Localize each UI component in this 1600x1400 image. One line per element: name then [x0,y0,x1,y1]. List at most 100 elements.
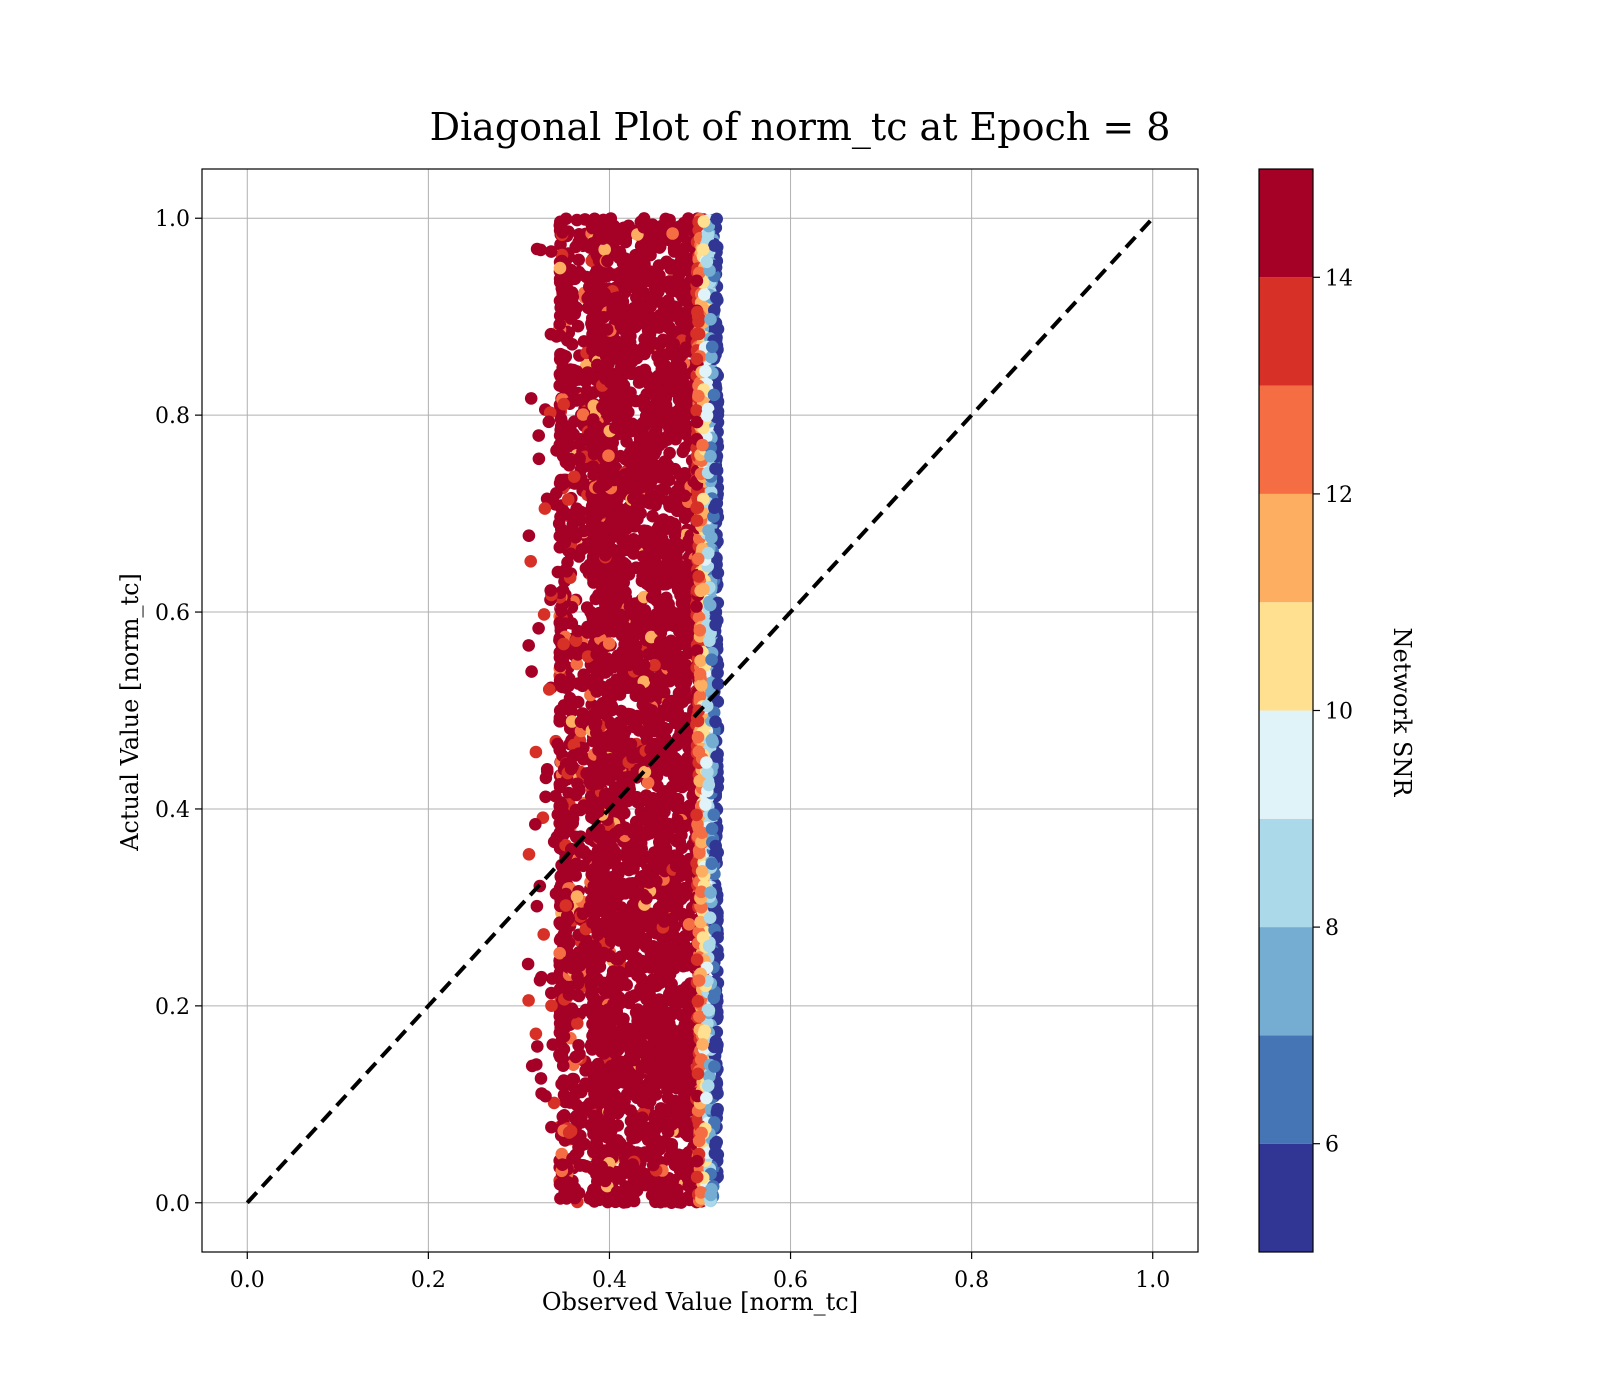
scatter-point [554,659,567,673]
scatter-point [663,446,676,460]
scatter-point [620,822,634,836]
scatter-point [670,834,683,848]
scatter-point [624,948,637,962]
scatter-point [560,565,574,578]
scatter-point [640,1051,654,1065]
scatter-point [604,615,617,629]
scatter-point [645,323,658,337]
scatter-point [627,312,641,325]
scatter-point [572,454,586,467]
scatter-point [610,1054,624,1068]
scatter-point [601,439,614,452]
scatter-point [563,956,577,970]
scatter-point [657,360,671,374]
scatter-point [587,468,600,482]
scatter-point [644,312,657,326]
scatter-point [650,858,663,871]
scatter-point [679,1126,692,1140]
scatter-point [585,765,599,778]
scatter-point [643,827,657,840]
scatter-point [656,1003,670,1017]
scatter-point [594,893,607,906]
scatter-point [659,392,672,406]
scatter-point [622,1077,636,1091]
scatter-point [599,1174,612,1188]
scatter-point [659,601,672,614]
scatter-point [572,747,586,760]
scatter-point [590,323,603,336]
scatter-point [608,584,622,597]
scatter-point [564,762,578,776]
scatter-point [572,253,585,267]
scatter-point [658,760,671,773]
scatter-point [631,795,644,809]
scatter-point [666,227,679,240]
scatter-point [626,1158,639,1171]
scatter-point [671,706,684,720]
scatter-point [637,286,651,299]
scatter-point [529,1027,543,1041]
scatter-point [602,637,616,650]
scatter-point [675,1023,688,1037]
scatter-point [598,985,612,998]
scatter-point [575,543,589,556]
scatter-point [595,1122,609,1136]
scatter-point [569,531,582,544]
scatter-point [553,261,567,275]
scatter-point [668,525,682,538]
scatter-point [633,683,646,697]
scatter-point [590,685,604,698]
scatter-point [655,888,669,902]
scatter-point [651,611,664,625]
scatter-point [630,1168,643,1182]
scatter-point [587,967,601,981]
scatter-point [599,548,612,562]
scatter-point [586,237,599,250]
scatter-points [521,212,725,1209]
scatter-point [620,435,633,448]
scatter-point [638,1027,652,1040]
scatter-point [618,1095,631,1108]
scatter-point [585,982,599,996]
scatter-point [678,573,691,586]
scatter-point [544,245,558,258]
scatter-point [591,704,604,717]
scatter-point [570,657,584,671]
scatter-point [611,1189,625,1202]
scatter-point [586,1117,599,1131]
scatter-point [558,373,572,387]
scatter-point [568,512,581,526]
scatter-point [588,298,601,312]
scatter-point [607,738,620,751]
scatter-point [658,483,672,496]
scatter-point [571,1017,584,1030]
scatter-point [606,1085,619,1099]
scatter-point [639,1168,653,1181]
scatter-point [588,541,601,555]
scatter-point [667,337,680,351]
scatter-point [613,927,626,940]
scatter-point [662,278,675,292]
scatter-point [678,734,691,747]
scatter-point [588,662,601,675]
scatter-point [562,459,576,472]
scatter-point [650,1181,663,1195]
scatter-point [573,959,587,972]
scatter-point [637,960,651,974]
scatter-point [559,899,573,912]
scatter-point [554,1008,567,1021]
scatter-point [613,273,627,286]
scatter-point [571,677,585,690]
scatter-point [611,1106,624,1120]
scatter-point [558,617,572,630]
scatter-point [607,595,620,608]
scatter-point [522,529,536,542]
scatter-point [610,375,624,389]
scatter-point [635,563,649,576]
scatter-point [588,778,601,791]
scatter-point [614,704,628,718]
scatter-point [637,869,651,882]
scatter-point [655,645,669,659]
scatter-point [570,890,584,903]
